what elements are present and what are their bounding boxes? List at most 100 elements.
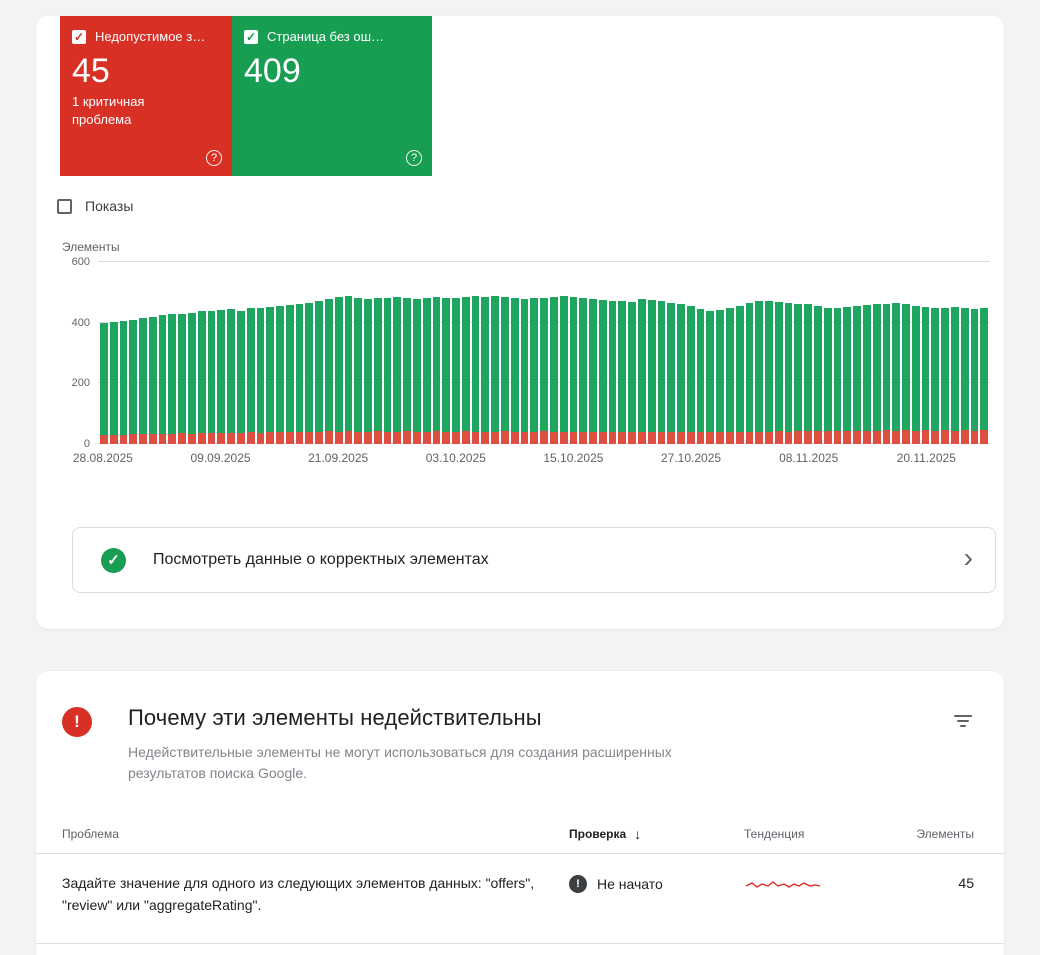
chart-bar[interactable] [481, 296, 490, 444]
chart-bar[interactable] [794, 303, 803, 444]
chart-bar[interactable] [148, 316, 157, 444]
chart-bar[interactable] [814, 306, 822, 444]
chart-bar[interactable] [657, 301, 666, 444]
chart-bar[interactable] [726, 308, 734, 444]
chart-bar[interactable] [383, 297, 392, 444]
chart-bar[interactable] [373, 298, 382, 444]
chart-bar[interactable] [432, 296, 441, 444]
chart-bar[interactable] [892, 302, 901, 444]
chart-bar[interactable] [823, 307, 832, 444]
valid-items-card[interactable]: ✓ Страница без ош… 409 ? [232, 16, 432, 176]
chart-bar[interactable] [139, 318, 147, 444]
chart-bar[interactable] [784, 302, 793, 444]
checked-checkbox-icon[interactable]: ✓ [244, 29, 258, 44]
chart-bar[interactable] [755, 301, 764, 444]
chart-bar[interactable] [246, 308, 255, 444]
chart-bar[interactable] [442, 297, 451, 444]
chart-bar[interactable] [696, 309, 705, 444]
chart-bar[interactable] [344, 295, 353, 444]
chart-bar[interactable] [393, 296, 402, 444]
chart-bar[interactable] [774, 302, 783, 444]
chart-bar[interactable] [422, 297, 431, 444]
chart-bar[interactable] [530, 298, 539, 444]
chart-bar[interactable] [266, 306, 275, 444]
chart-bar[interactable] [941, 307, 949, 444]
chart-bar[interactable] [510, 297, 519, 444]
chart-bar[interactable] [129, 320, 138, 444]
chart-bar[interactable] [354, 297, 363, 444]
chart-bar[interactable] [980, 307, 989, 444]
chart-bar[interactable] [197, 311, 206, 444]
impressions-toggle[interactable]: Показы [57, 198, 133, 214]
chart-bar[interactable] [970, 309, 979, 444]
chart-bar[interactable] [334, 296, 343, 444]
chart-bar[interactable] [843, 306, 852, 444]
column-check-sort[interactable]: Проверка ↓ [569, 826, 734, 842]
chart-bar[interactable] [960, 308, 969, 444]
chart-bar[interactable] [921, 306, 930, 444]
chart-bar[interactable] [501, 296, 509, 444]
chart-bar[interactable] [540, 297, 548, 444]
chart-bar[interactable] [647, 299, 656, 444]
invalid-items-card[interactable]: ✓ Недопустимое з… 45 1 критичная проблем… [60, 16, 232, 176]
chart-bar[interactable] [315, 301, 323, 444]
chart-bar[interactable] [158, 315, 167, 444]
chart-bar[interactable] [637, 299, 646, 444]
chart-bar[interactable] [706, 310, 715, 444]
chart-bar[interactable] [188, 312, 196, 444]
chart-bar[interactable] [217, 309, 226, 444]
chart-bar[interactable] [862, 305, 871, 444]
chart-bar[interactable] [285, 305, 294, 444]
help-icon[interactable]: ? [206, 150, 222, 166]
chart-bar[interactable] [207, 310, 216, 444]
chart-bar[interactable] [236, 310, 245, 444]
invalid-card-toggle[interactable]: ✓ Недопустимое з… [72, 29, 220, 44]
chart-bar[interactable] [735, 306, 744, 444]
chart-bar[interactable] [882, 303, 891, 444]
chart-bar[interactable] [109, 322, 118, 444]
chart-bar[interactable] [168, 314, 177, 444]
chart-bar[interactable] [276, 306, 284, 444]
chart-bar[interactable] [305, 302, 314, 444]
unchecked-checkbox-icon[interactable] [57, 198, 72, 214]
chart-bar[interactable] [559, 295, 568, 444]
chart-bar[interactable] [628, 302, 636, 444]
chart-bar[interactable] [549, 296, 558, 444]
chart-bar[interactable] [950, 306, 959, 444]
chart-bar[interactable] [413, 299, 421, 444]
chart-bar[interactable] [452, 298, 460, 444]
chart-bar[interactable] [833, 308, 842, 444]
chart-bar[interactable] [403, 298, 411, 444]
issue-row[interactable]: Задайте значение для одного из следующих… [36, 854, 1004, 945]
chart-bar[interactable] [461, 296, 470, 444]
chart-bar[interactable] [178, 313, 187, 444]
checked-checkbox-icon[interactable]: ✓ [72, 29, 86, 44]
valid-card-toggle[interactable]: ✓ Страница без ош… [244, 29, 420, 44]
chart-bar[interactable] [324, 299, 333, 444]
chart-bar[interactable] [520, 299, 529, 444]
chart-bar[interactable] [716, 309, 724, 444]
chart-bar[interactable] [589, 299, 597, 444]
chart-bar[interactable] [911, 306, 920, 444]
chart-bar[interactable] [579, 297, 588, 444]
chart-bar[interactable] [853, 306, 861, 444]
chart-bar[interactable] [765, 300, 773, 444]
chart-bar[interactable] [471, 296, 480, 444]
filter-icon[interactable] [952, 715, 974, 730]
chart-bar[interactable] [598, 299, 607, 444]
chart-bar[interactable] [569, 296, 578, 444]
chart-bar[interactable] [872, 304, 881, 444]
chart-bar[interactable] [667, 302, 676, 444]
chart-bar[interactable] [745, 302, 754, 444]
chart-bar[interactable] [902, 304, 910, 444]
chart-bar[interactable] [677, 304, 685, 444]
chart-bar[interactable] [100, 323, 108, 444]
chart-bar[interactable] [256, 307, 265, 444]
chart-bar[interactable] [295, 304, 304, 444]
chart-bar[interactable] [364, 299, 372, 444]
view-valid-items-banner[interactable]: ✓ Посмотреть данные о корректных элемент… [72, 527, 996, 593]
chart-bar[interactable] [119, 321, 128, 444]
help-icon[interactable]: ? [406, 150, 422, 166]
chart-bar[interactable] [686, 306, 695, 444]
chart-bar[interactable] [491, 296, 500, 444]
